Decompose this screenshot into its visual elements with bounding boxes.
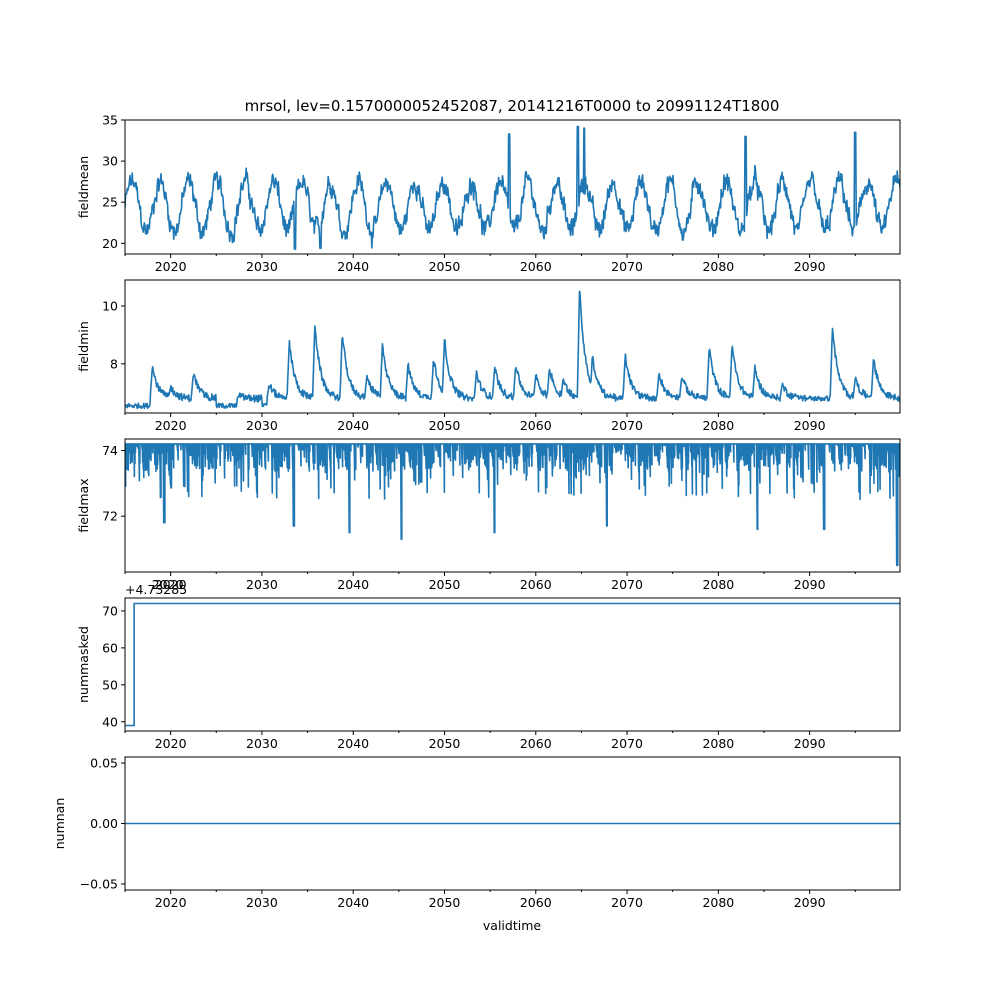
x-tick-label-fieldmean: 2090 <box>794 259 826 274</box>
x-axis-label: validtime <box>483 918 541 933</box>
x-tick-label-nummasked: 2090 <box>794 736 826 751</box>
y-tick-label-fieldmin: 8 <box>110 356 118 371</box>
x-tick-label-fieldmax: 2020 <box>155 577 187 592</box>
x-tick-label-fieldmax: 2050 <box>429 577 461 592</box>
x-tick-label-nummasked: 2030 <box>246 736 278 751</box>
x-tick-label-fieldmin: 2060 <box>520 418 552 433</box>
panel-fieldmean: 20 25 30 35 2020 2030 2040 2050 2060 2070 2080 2090… <box>76 113 901 274</box>
y-tick-label-nummasked: 50 <box>102 677 118 692</box>
panels-group: 20 25 30 35 2020 2030 2040 2050 2060 2070 2080 2090… <box>52 113 901 910</box>
x-tick-label-numnan: 2070 <box>611 895 643 910</box>
panel-fieldmax: 72 74 2020 2030 2040 2050 2060 2070 2080 2090 fiel… <box>76 438 901 592</box>
x-tick-label-fieldmean: 2060 <box>520 259 552 274</box>
x-tick-label-fieldmax: 2030 <box>246 577 278 592</box>
chart-title: mrsol, lev=0.1570000052452087, 20141216T… <box>245 97 780 115</box>
x-tick-label-nummasked: 2060 <box>520 736 552 751</box>
x-tick-label-fieldmin: 2070 <box>611 418 643 433</box>
x-tick-label-fieldmean: 2030 <box>246 259 278 274</box>
y-tick-label-nummasked: 70 <box>102 603 118 618</box>
series-line-fieldmean <box>125 125 900 250</box>
x-tick-label-fieldmean: 2020 <box>155 259 187 274</box>
series-line-fieldmax <box>125 443 900 567</box>
panel-nummasked: 40 50 60 70 2020 2030 2040 2050 2060 2070 2080 2090… <box>76 577 901 751</box>
overlap-tick-label-nummasked: 2020 <box>152 577 184 592</box>
y-tick-label-nummasked: 60 <box>102 640 118 655</box>
y-axis-label-numnan: numnan <box>52 798 67 850</box>
x-tick-label-nummasked: 2080 <box>702 736 734 751</box>
y-tick-label-fieldmean: 30 <box>102 154 118 169</box>
x-tick-label-fieldmax: 2040 <box>337 577 369 592</box>
y-tick-label-fieldmax: 72 <box>102 509 118 524</box>
x-tick-label-fieldmean: 2070 <box>611 259 643 274</box>
y-tick-label-fieldmean: 25 <box>102 195 118 210</box>
x-tick-label-fieldmax: 2090 <box>794 577 826 592</box>
x-tick-label-fieldmean: 2040 <box>337 259 369 274</box>
x-tick-label-numnan: 2030 <box>246 895 278 910</box>
x-tick-label-fieldmax: 2070 <box>611 577 643 592</box>
axes-frame-fieldmin <box>124 279 901 414</box>
offset-label-nummasked: +4.73285 <box>125 582 187 597</box>
y-axis-label-fieldmean: fieldmean <box>76 156 91 218</box>
y-axis-label-nummasked: nummasked <box>76 626 91 703</box>
x-tick-label-fieldmax: 2080 <box>702 577 734 592</box>
y-tick-label-numnan: −0.05 <box>80 876 118 891</box>
x-tick-label-fieldmax: 2060 <box>520 577 552 592</box>
x-tick-label-fieldmin: 2090 <box>794 418 826 433</box>
x-tick-label-nummasked: 2020 <box>155 736 187 751</box>
x-tick-label-fieldmean: 2080 <box>702 259 734 274</box>
x-tick-label-numnan: 2040 <box>337 895 369 910</box>
x-tick-label-nummasked: 2040 <box>337 736 369 751</box>
y-tick-label-fieldmean: 20 <box>102 236 118 251</box>
series-line-fieldmin <box>125 290 900 410</box>
y-tick-label-fieldmax: 74 <box>102 443 118 458</box>
x-tick-label-numnan: 2020 <box>155 895 187 910</box>
x-tick-label-nummasked: 2050 <box>429 736 461 751</box>
y-axis-label-fieldmin: fieldmin <box>76 321 91 372</box>
x-tick-label-fieldmin: 2030 <box>246 418 278 433</box>
x-tick-label-numnan: 2050 <box>429 895 461 910</box>
y-tick-label-fieldmin: 10 <box>102 299 118 314</box>
axes-frame-nummasked <box>124 597 901 732</box>
y-tick-label-fieldmean: 35 <box>102 113 118 128</box>
y-tick-label-numnan: 0.00 <box>90 816 118 831</box>
panel-fieldmin: 8 10 2020 2030 2040 2050 2060 2070 2080 2090 field… <box>76 279 901 433</box>
x-tick-label-fieldmin: 2050 <box>429 418 461 433</box>
y-tick-label-nummasked: 40 <box>102 714 118 729</box>
panel-numnan: −0.05 0.00 0.05 2020 2030 2040 2050 2060 2070 208… <box>52 756 901 910</box>
x-tick-label-numnan: 2080 <box>702 895 734 910</box>
x-tick-label-fieldmean: 2050 <box>429 259 461 274</box>
y-tick-label-numnan: 0.05 <box>90 756 118 771</box>
x-tick-label-fieldmin: 2020 <box>155 418 187 433</box>
x-tick-label-numnan: 2060 <box>520 895 552 910</box>
y-axis-label-fieldmax: fieldmax <box>76 478 91 532</box>
x-tick-label-fieldmin: 2040 <box>337 418 369 433</box>
axes-frame-fieldmean <box>124 119 901 255</box>
x-tick-label-fieldmin: 2080 <box>702 418 734 433</box>
x-tick-label-nummasked: 2070 <box>611 736 643 751</box>
x-tick-label-numnan: 2090 <box>794 895 826 910</box>
series-line-nummasked <box>125 602 900 727</box>
axes-frame-fieldmax <box>124 438 901 573</box>
